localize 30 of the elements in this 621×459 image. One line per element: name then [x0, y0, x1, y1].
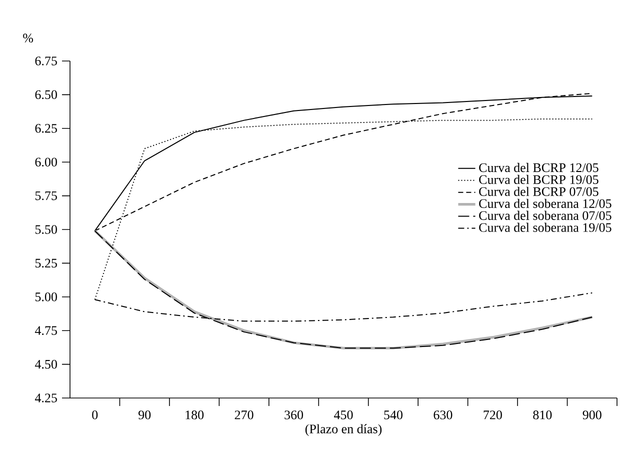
x-tick-label: 270: [234, 410, 254, 420]
y-axis-title: %: [23, 34, 34, 42]
legend-label: Curva del BCRP 12/05: [479, 162, 598, 172]
y-tick-label: 5.25: [35, 258, 57, 268]
y-tick-label: 6.00: [35, 158, 57, 167]
y-tick-label: 5.00: [35, 292, 57, 302]
legend-label: Curva del soberana 07/05: [479, 210, 612, 220]
x-tick-label: 540: [384, 410, 402, 420]
y-tick-label: 4.25: [34, 394, 57, 402]
x-tick-label: 90: [138, 410, 151, 420]
x-tick-label: 360: [284, 410, 304, 420]
y-tick-label: 5.75: [35, 191, 57, 200]
x-tick-label: 900: [582, 410, 602, 420]
x-tick-label: 180: [186, 410, 204, 420]
y-tick-label: 4.50: [34, 360, 57, 369]
y-tick-label: 4.75: [34, 326, 57, 335]
legend-label: Curva del BCRP 19/05: [479, 174, 598, 184]
legend-label: Curva del soberana 19/05: [479, 222, 612, 232]
x-tick-label: 0: [92, 410, 98, 420]
legend-label: Curva del BCRP 07/05: [479, 186, 598, 196]
y-tick-label: 6.50: [35, 90, 57, 100]
legend-label: Curva del soberana 12/05: [479, 198, 612, 208]
y-tick-label: 5.50: [35, 225, 57, 234]
y-tick-label: 6.25: [35, 124, 57, 133]
x-axis-title: (Plazo en días): [305, 424, 382, 436]
x-tick-label: 720: [484, 410, 502, 420]
x-tick-label: 810: [533, 410, 552, 420]
y-tick-label: 6.75: [35, 56, 57, 66]
x-tick-label: 450: [334, 410, 353, 420]
x-tick-label: 630: [434, 410, 452, 420]
